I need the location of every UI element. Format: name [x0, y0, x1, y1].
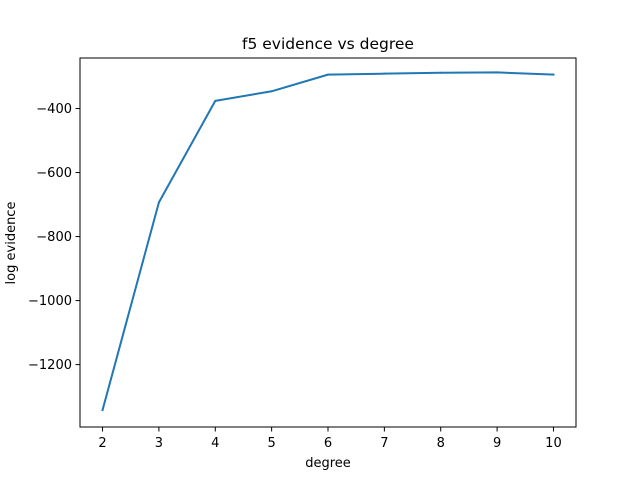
data-point	[101, 409, 104, 412]
y-axis: −1200 −1000 −800 −600 −400	[28, 102, 80, 373]
y-tick-label: −1200	[28, 358, 72, 373]
y-tick-label: −800	[36, 230, 72, 245]
y-axis-label: log evidence	[4, 202, 19, 285]
data-point	[439, 71, 442, 74]
data-point	[552, 73, 555, 76]
data-point	[327, 73, 329, 76]
x-tick-label: 3	[155, 436, 163, 451]
data-point	[383, 72, 386, 75]
chart-title: f5 evidence vs degree	[242, 35, 414, 53]
data-point	[157, 201, 160, 204]
data-point	[270, 90, 273, 93]
x-tick-label: 7	[380, 436, 388, 451]
axes-frame	[79, 57, 577, 428]
y-tick-label: −400	[36, 102, 72, 117]
x-axis-label: degree	[305, 456, 351, 471]
x-tick-label: 9	[493, 436, 501, 451]
plot-area	[101, 71, 555, 412]
x-tick-label: 8	[437, 436, 445, 451]
x-tick-label: 4	[211, 436, 219, 451]
x-tick-label: 10	[545, 436, 562, 451]
x-axis: 2 3 4 5 6 7 8 9 10	[98, 427, 562, 451]
y-tick-label: −600	[36, 166, 72, 181]
data-point	[214, 99, 217, 102]
x-tick-label: 2	[98, 436, 106, 451]
data-point	[496, 71, 499, 74]
x-tick-label: 5	[267, 436, 275, 451]
y-tick-label: −1000	[28, 294, 72, 309]
x-tick-label: 6	[324, 436, 332, 451]
